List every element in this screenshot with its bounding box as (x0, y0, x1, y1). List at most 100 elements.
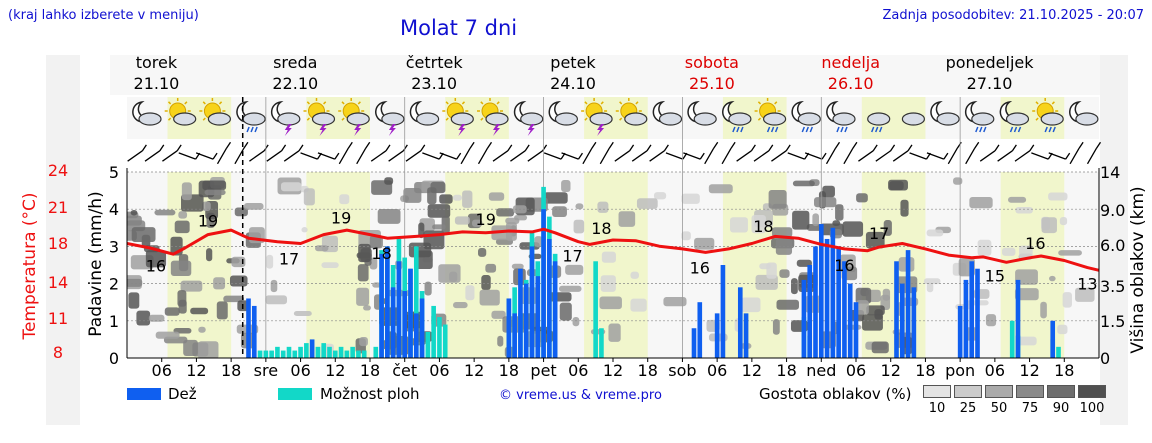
night-cloud-icon (652, 101, 683, 126)
x-tick-label: sre (254, 361, 278, 380)
shower-bar (413, 246, 419, 358)
cloud-cell (768, 189, 787, 209)
rain-bar (512, 313, 517, 358)
cloud-density-swatch (1078, 385, 1106, 398)
cloud-cell (708, 184, 733, 194)
rain-bar (963, 279, 969, 358)
rain-drop (809, 126, 813, 133)
wind-barb (843, 147, 854, 165)
cloud-cell (479, 289, 500, 306)
shower-bar (1009, 320, 1015, 358)
wind-barb (704, 147, 715, 165)
temp-label: 19 (331, 208, 351, 227)
rain-bar (413, 313, 419, 358)
night-rain-icon (722, 101, 752, 133)
wind-barb (356, 147, 367, 165)
x-tick-label: 18 (638, 361, 658, 380)
wind-barb (979, 150, 996, 162)
cloud-cell (871, 341, 889, 354)
copyright-link[interactable]: © vreme.us & vreme.pro (499, 388, 662, 403)
wind-barb-flag (956, 141, 962, 149)
cloud-cell (1048, 192, 1068, 201)
cloud-cell (301, 227, 308, 233)
wind-barb-flag (629, 144, 635, 152)
cloud-cell (953, 177, 963, 185)
night-cloud-icon (1069, 101, 1099, 126)
rain-bar (813, 246, 818, 358)
rain-drop (1052, 126, 1056, 133)
x-tick-label: ned (806, 361, 836, 380)
wind-barb (510, 150, 526, 162)
cloud-cell (883, 220, 892, 236)
wind-barb (875, 150, 891, 162)
wind-barb-flag (1065, 152, 1071, 160)
wind-barb-flag (730, 141, 736, 149)
wind-barb-flag (347, 141, 353, 149)
wind-barb-flag (943, 152, 949, 160)
shower-bar (263, 350, 269, 358)
rain-bar (818, 224, 824, 358)
rain-drop (801, 126, 805, 133)
wind-barb-flag (1095, 141, 1102, 149)
day-date-6: 27.10 (967, 74, 1013, 93)
cloud-cell (403, 187, 422, 203)
cloud-cell (145, 250, 167, 268)
cloud-cell (792, 180, 815, 187)
cloud-cell (681, 193, 700, 204)
wind-barb (631, 150, 648, 162)
wind-barb-flag (834, 141, 841, 149)
region-note[interactable]: (kraj lahko izberete v meniju) (8, 8, 199, 23)
wind-barb-flag (577, 152, 583, 160)
cloud-cell (164, 307, 180, 316)
shower-bar (431, 305, 436, 358)
cloud-density-swatch (1016, 385, 1044, 398)
wind-barb (582, 147, 593, 165)
rain-bar (720, 265, 726, 358)
sun-ray (757, 117, 762, 121)
cloud-cell (630, 298, 647, 312)
cloud-cell (969, 196, 993, 209)
temp-label: 15 (985, 267, 1005, 286)
cloud-shape (1040, 112, 1064, 126)
cloud-cell (573, 219, 585, 234)
cloud-shape (936, 112, 960, 126)
night-heavy-rain-icon (826, 101, 856, 133)
cloud-cell (418, 222, 425, 239)
cloud-cell (357, 264, 369, 282)
shower-bar (327, 346, 332, 358)
cloud-density-swatch (923, 385, 951, 398)
rain-bar (385, 246, 390, 358)
legend-rain-swatch (127, 388, 161, 400)
rain-bar (853, 302, 859, 358)
cloud-shape (485, 112, 509, 126)
rain-drop (805, 126, 809, 133)
x-tick-label: 06 (429, 361, 449, 380)
cloud-cell (170, 260, 192, 276)
cloud-cell (771, 227, 793, 238)
wind-barb (614, 150, 630, 162)
sun-ray (218, 101, 223, 105)
wind-barb-flag (852, 141, 858, 149)
x-tick-label: 18 (1054, 361, 1074, 380)
cloud-cell (363, 305, 371, 311)
x-tick-label: 06 (985, 361, 1005, 380)
cloud-density-level: 100 (1079, 401, 1105, 416)
sun-ray (584, 101, 588, 105)
wind-barb-flag (212, 152, 218, 160)
rain-bar (714, 313, 720, 358)
sun-ray (202, 117, 206, 121)
temp-tick-label: 18 (48, 234, 68, 253)
rain-bar (743, 313, 749, 358)
wind-barb-flag (385, 144, 391, 152)
cloud-icon (901, 112, 926, 126)
cloud-cell (1040, 301, 1047, 319)
shower-bar (269, 350, 274, 358)
shower-bar (361, 350, 367, 358)
rain-bar (251, 305, 257, 358)
rain-drop (732, 126, 736, 133)
rain-bar (836, 246, 841, 358)
temp-label: 17 (562, 247, 582, 266)
shower-bar (304, 343, 309, 358)
